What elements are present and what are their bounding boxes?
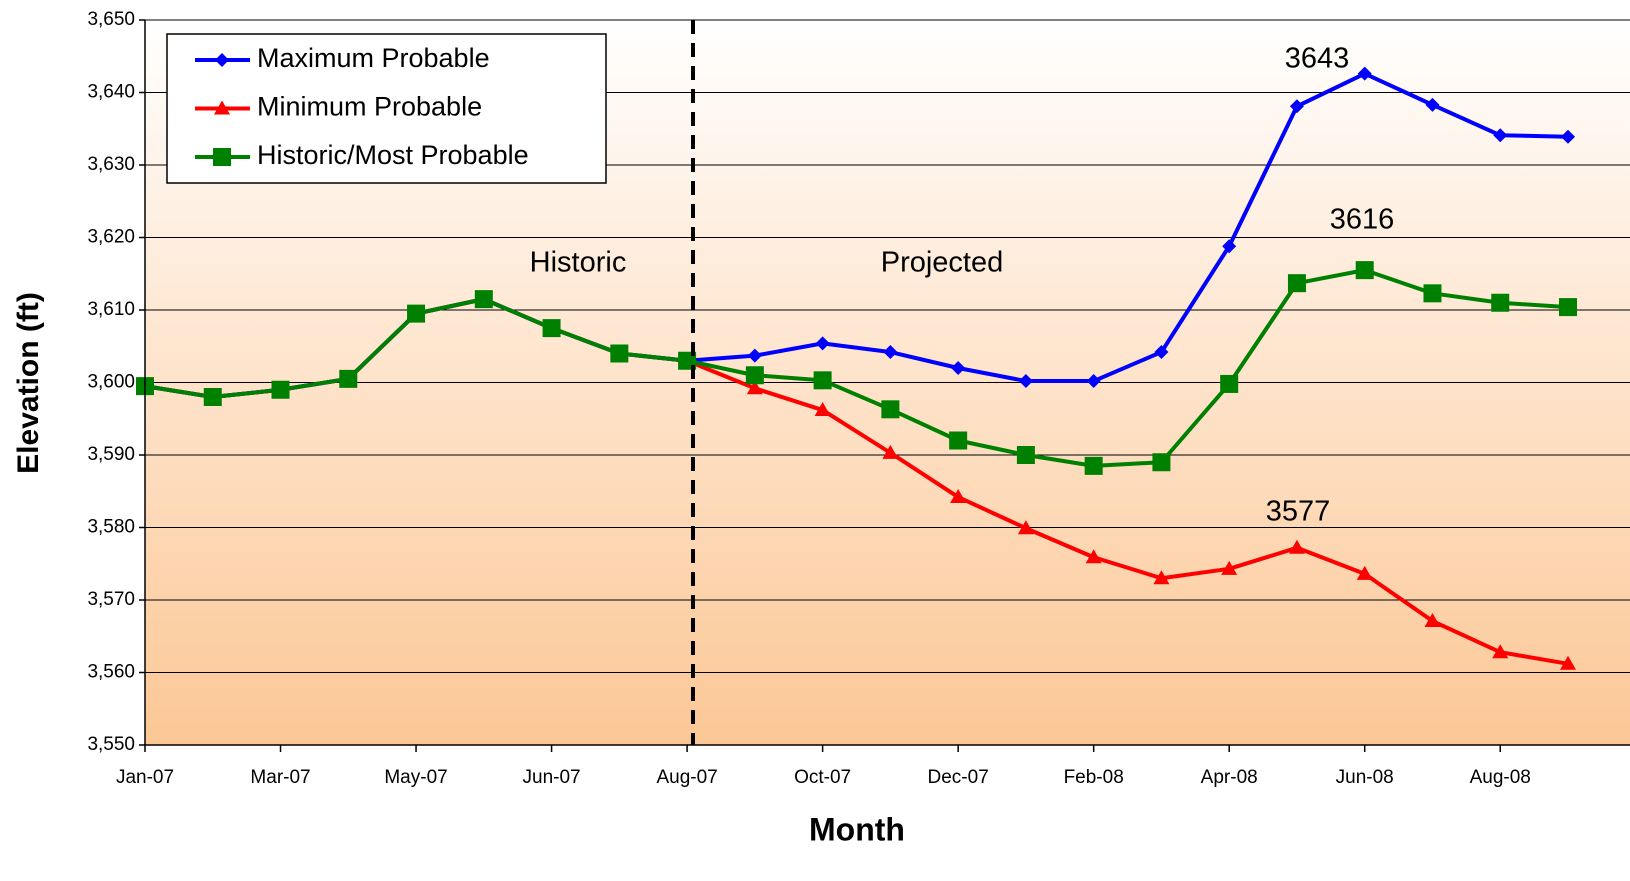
marker (213, 148, 231, 166)
y-tick-label: 3,590 (87, 444, 135, 465)
marker (950, 489, 967, 504)
y-tick-label: 3,620 (87, 227, 135, 248)
y-tick-label: 3,570 (87, 589, 135, 610)
marker (1491, 293, 1510, 312)
y-tick-label: 3,600 (87, 372, 135, 393)
marker (814, 402, 831, 417)
grid: 3,550 3,560 3,570 3,580 3,590 3,600 3,610 3,620… (87, 9, 1630, 788)
marker (1086, 374, 1101, 389)
marker (881, 400, 900, 419)
legend-label: Historic/Most Probable (257, 140, 529, 170)
series-line (144, 268, 1569, 468)
marker (1357, 66, 1372, 81)
y-tick-label: 3,630 (87, 154, 135, 175)
marker (339, 369, 358, 388)
marker (745, 366, 764, 385)
x-tick-label: Oct-07 (794, 767, 851, 788)
marker (1221, 560, 1238, 575)
marker (883, 345, 898, 360)
x-tick-label: Mar-07 (250, 767, 310, 788)
marker (1220, 374, 1239, 393)
annotation: 3577 (1266, 496, 1331, 528)
x-axis-title: Month (809, 811, 905, 847)
x-tick-label: May-07 (384, 767, 447, 788)
marker (1492, 644, 1509, 659)
marker (815, 336, 830, 351)
marker (1561, 129, 1575, 144)
marker (271, 380, 290, 399)
marker (1355, 261, 1374, 280)
marker (951, 361, 966, 375)
marker (1154, 345, 1169, 360)
marker (1424, 613, 1441, 628)
marker (1493, 128, 1508, 143)
marker (1289, 99, 1304, 114)
marker (813, 371, 832, 390)
marker (1423, 284, 1442, 303)
x-tick-label: Jun-07 (523, 767, 581, 788)
x-tick-label: Jun-08 (1336, 767, 1394, 788)
lines (136, 66, 1577, 670)
marker (1018, 374, 1033, 389)
x-tick-label: Apr-08 (1201, 767, 1258, 788)
marker (610, 344, 629, 363)
legend-label: Minimum Probable (257, 92, 482, 122)
marker (1287, 274, 1306, 293)
marker (1559, 298, 1577, 317)
y-tick-label: 3,580 (87, 517, 135, 538)
annotation: Projected (881, 247, 1004, 279)
marker (1084, 456, 1103, 475)
y-tick-label: 3,650 (87, 9, 135, 30)
marker (1288, 539, 1305, 554)
marker (203, 388, 222, 406)
x-tick-label: Feb-08 (1064, 767, 1124, 788)
marker (882, 444, 899, 459)
marker (1222, 239, 1237, 254)
marker (1153, 570, 1170, 585)
y-tick-label: 3,640 (87, 82, 135, 103)
marker (474, 290, 493, 309)
marker (214, 100, 230, 115)
marker (1425, 97, 1440, 112)
annotation: 3616 (1330, 204, 1395, 236)
marker (1152, 453, 1171, 472)
x-tick-label: Aug-08 (1470, 767, 1531, 788)
y-tick-label: 3,560 (87, 662, 135, 683)
annotation: Historic (530, 247, 627, 279)
marker (1016, 446, 1035, 464)
marker (746, 380, 763, 395)
marker (949, 431, 968, 450)
marker (407, 304, 426, 323)
y-axis-title: Elevation (ft) (12, 292, 45, 474)
legend-items: Maximum Probable Minimum Probable Historic… (195, 43, 529, 170)
marker (542, 319, 561, 338)
marker (1085, 549, 1102, 564)
marker (1017, 520, 1034, 535)
marker (747, 348, 762, 363)
x-tick-label: Jan-07 (116, 767, 174, 788)
x-tick-label: Dec-07 (928, 767, 989, 788)
marker (1356, 565, 1373, 580)
marker (1560, 655, 1576, 670)
annotation: 3643 (1285, 43, 1350, 75)
x-tick-label: Aug-07 (656, 767, 717, 788)
y-tick-label: 3,550 (87, 734, 135, 755)
marker (215, 53, 229, 67)
y-tick-label: 3,610 (87, 299, 135, 320)
legend-label: Maximum Probable (257, 43, 490, 73)
